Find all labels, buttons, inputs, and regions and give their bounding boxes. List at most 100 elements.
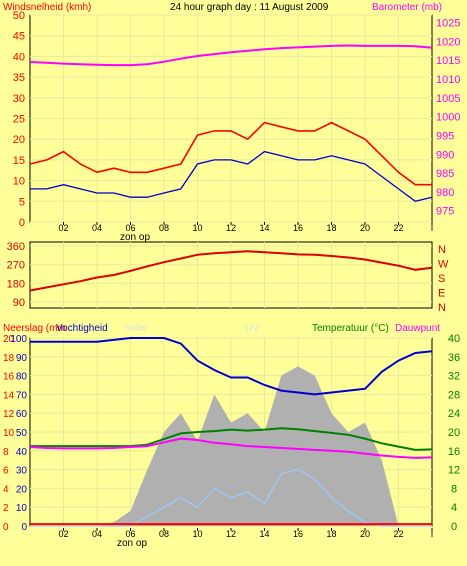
panel1-x-tick-label: 20 [360, 223, 370, 233]
wind-tick-label: 35 [13, 72, 25, 84]
temperature-tick-label: 24 [448, 408, 460, 420]
rain-tick-label: 2 [3, 503, 9, 514]
wind-avg-line [30, 150, 433, 203]
wind-tick-label: 40 [13, 51, 25, 63]
temperature-tick-label: 8 [451, 483, 457, 495]
wind-tick-label: 20 [13, 134, 25, 146]
barometer-line [29, 44, 433, 67]
panel3-x-tick-label: 08 [159, 529, 169, 539]
panel3-x-tick-label: 22 [393, 529, 403, 539]
panel3-x-tick-label: 14 [259, 529, 269, 539]
humidity-tick-label: 60 [16, 409, 28, 420]
barometer-tick-label: 995 [436, 130, 454, 142]
panel1-x-tick-label: 02 [58, 223, 68, 233]
wind-tick-labels: 0 5 10 15 20 25 30 35 40 45 50 [13, 10, 25, 229]
wind-tick-label: 30 [13, 93, 25, 105]
rain-tick-label: 14 [3, 390, 15, 401]
temperature-tick-label: 36 [448, 352, 460, 364]
panel1-x-tick-label: 08 [159, 223, 169, 233]
compass-tick-label: S [438, 273, 445, 285]
panel3-x-tick-label: 18 [326, 529, 336, 539]
humidity-tick-label: 30 [16, 466, 28, 477]
barometer-tick-label: 1025 [436, 18, 460, 30]
panel2-grid [30, 242, 432, 308]
temperature-tick-label: 20 [448, 427, 460, 439]
barometer-axis-title: Barometer (mb) [372, 2, 442, 13]
wind-tick-label: 5 [19, 196, 25, 208]
barometer-tick-label: 980 [436, 187, 454, 199]
barometer-tick-label: 985 [436, 168, 454, 180]
compass-tick-label: N [438, 302, 446, 314]
humidity-tick-label: 20 [16, 484, 28, 495]
humidity-tick-label: 100 [10, 334, 27, 345]
rain-tick-label: 4 [3, 484, 9, 495]
panel3-x-tick-label: 16 [293, 529, 303, 539]
dewpoint-axis-title: Dauwpunt [395, 323, 440, 334]
temperature-axis-title: Temperatuur (°C) [312, 323, 389, 334]
direction-degree-tick-labels: 90 180 270 360 [7, 241, 25, 309]
panel3-x-tick-label: 20 [360, 529, 370, 539]
compass-tick-label: W [438, 259, 449, 271]
panel3-x-tick-labels: 02 04 06 08 10 12 14 16 18 20 22 I [58, 528, 433, 539]
rain-tick-label: 16 [3, 372, 15, 383]
panel1-x-tick-label: 12 [226, 223, 236, 233]
temperature-tick-label: 28 [448, 389, 460, 401]
panel1-x-tick-label: 06 [125, 223, 135, 233]
panel3-x-tick-label: 10 [192, 529, 202, 539]
rain-tick-label: 0 [3, 522, 9, 533]
humidity-line [30, 337, 433, 396]
wind-tick-label: 45 [13, 31, 25, 43]
rain-tick-label: 12 [3, 409, 15, 420]
temperature-tick-label: 4 [451, 502, 457, 514]
wind-tick-label: 10 [13, 176, 25, 188]
panel3-x-tick-label: 04 [92, 529, 102, 539]
humidity-tick-label: 10 [16, 503, 28, 514]
compass-tick-label: N [438, 244, 446, 256]
panel1-x-tick-label: 10 [192, 223, 202, 233]
panel3-x-tick-label: I [431, 529, 434, 539]
wind-tick-label: 50 [13, 10, 25, 22]
panel3-x-tick-label: 02 [58, 529, 68, 539]
panel1-x-tick-label: 18 [326, 223, 336, 233]
panel1-x-tick-label: 14 [259, 223, 269, 233]
solar-axis-title: Solar [124, 323, 148, 334]
wind-direction-line [29, 250, 433, 292]
wind-tick-label: 0 [19, 217, 25, 229]
rain-tick-label: 18 [3, 353, 15, 364]
panel1-series [29, 44, 433, 203]
humidity-axis-title: Vochtigheid [56, 323, 108, 334]
humidity-tick-labels: 0 10 20 30 40 50 60 70 80 90 100 [10, 334, 27, 533]
wind-tick-label: 25 [13, 114, 25, 126]
rain-tick-label: 10 [3, 428, 15, 439]
barometer-tick-label: 1015 [436, 55, 460, 67]
panel1-x-tick-label: 22 [393, 223, 403, 233]
temperature-tick-label: 16 [448, 446, 460, 458]
humidity-tick-label: 40 [16, 447, 28, 458]
wind-speed-line [29, 121, 432, 186]
temperature-line [30, 427, 433, 451]
rain-tick-label: 6 [3, 466, 9, 477]
sunrise-label-bottom: zon op [117, 538, 147, 549]
temperature-tick-label: 40 [448, 333, 460, 345]
compass-tick-label: E [438, 288, 445, 300]
barometer-tick-label: 975 [436, 206, 454, 218]
chart-title: 24 hour graph day : 11 August 2009 [170, 2, 329, 13]
panel1-x-tick-label: I [431, 223, 434, 233]
panel1-x-tick-labels: 02 04 06 08 10 12 14 16 18 20 22 I [58, 222, 433, 233]
uv-line [30, 468, 432, 527]
rain-tick-label: 20 [3, 334, 15, 345]
dewpoint-line [29, 437, 433, 459]
direction-tick-label: 360 [7, 241, 25, 253]
wind-axis-title: Windsnelheid (kmh) [3, 2, 91, 13]
direction-tick-label: 270 [7, 260, 25, 272]
rain-tick-labels: 0 2 4 6 8 10 12 14 16 18 20 [3, 334, 15, 533]
direction-tick-label: 180 [7, 278, 25, 290]
temperature-tick-label: 12 [448, 465, 460, 477]
humidity-tick-label: 0 [21, 522, 27, 533]
barometer-tick-label: 990 [436, 149, 454, 161]
humidity-tick-label: 50 [16, 428, 28, 439]
rain-axis-title: Neerslag (mm [3, 323, 66, 334]
panel2-series [29, 250, 433, 292]
